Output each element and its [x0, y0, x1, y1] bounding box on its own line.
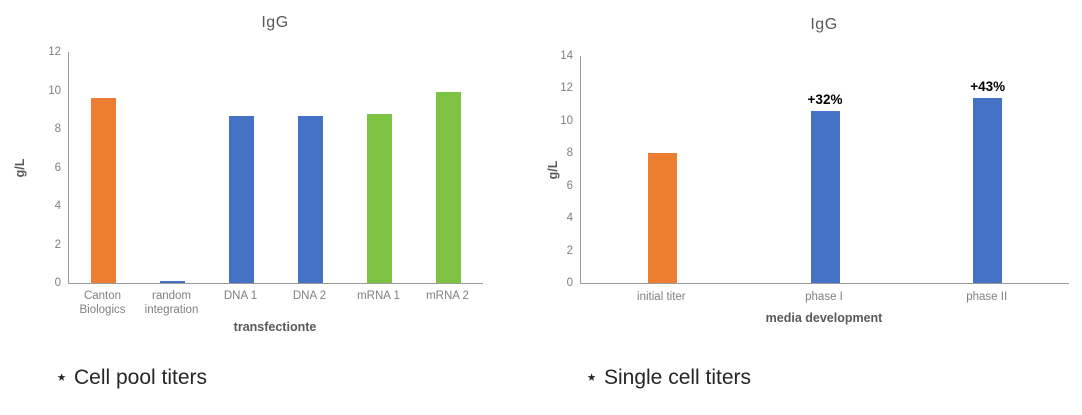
x-tick-label: Canton Biologics [79, 290, 126, 316]
single-cell-footnote: ⋆ Single cell titers [585, 366, 752, 389]
chart-title: IgG [810, 16, 838, 33]
cell-pool-footnote: ⋆ Cell pool titers [55, 366, 208, 389]
bar-annotation: +32% [807, 92, 843, 108]
x-tick-label: mRNA 2 [426, 290, 469, 302]
bar [298, 115, 323, 283]
single-cell-titers-chart: IgG g/L 0 2 4 6 8 10 12 14 +32% +43% initial tit… [540, 0, 1082, 350]
bar [91, 98, 116, 283]
y-tick-label: 8 [566, 147, 573, 160]
y-tick-label: 4 [54, 200, 61, 213]
bar-slot [581, 56, 744, 283]
chart-title: IgG [261, 14, 289, 31]
bar-slot [276, 52, 345, 283]
y-tick-label: 2 [54, 238, 61, 251]
bar [229, 115, 254, 283]
x-tick-label: initial titer [637, 291, 686, 303]
bar-slot: +32% [744, 56, 907, 283]
bar: +43% [970, 79, 1005, 283]
bar [647, 153, 677, 283]
y-tick-label: 8 [54, 123, 61, 136]
bar-series [69, 52, 483, 283]
x-tick-label: DNA 2 [292, 290, 327, 302]
x-tick-label: phase II [966, 291, 1008, 303]
y-tick-label: 6 [54, 161, 61, 174]
x-tick-label: phase I [805, 291, 843, 303]
y-tick-label: 2 [566, 244, 573, 257]
y-axis-label: g/L [13, 158, 27, 178]
y-tick-label: 4 [566, 212, 573, 225]
y-tick-label: 12 [560, 82, 573, 95]
bar-slot [138, 52, 207, 283]
plot-area: 0 2 4 6 8 10 12 14 +32% +43% [560, 50, 1069, 289]
y-tick-label: 14 [560, 50, 573, 62]
x-tick-label: random integration [144, 290, 199, 316]
x-axis-category-labels: initial titer phase I phase II [580, 291, 1068, 305]
bar [367, 113, 392, 283]
bar-slot [69, 52, 138, 283]
plot-area: 0 2 4 6 8 10 12 [48, 46, 483, 289]
x-tick-label: DNA 1 [223, 290, 258, 302]
y-tick-label: 0 [566, 277, 573, 289]
bar-annotation: +43% [970, 79, 1006, 95]
x-axis-label: media development [765, 311, 883, 325]
bar-slot: +43% [906, 56, 1069, 283]
y-tick-label: 10 [560, 114, 573, 127]
bar-slot [207, 52, 276, 283]
bar-series: +32% +43% [581, 56, 1069, 283]
cell-pool-titers-chart: IgG g/L 0 2 4 6 8 10 12 Canton Biologics random… [0, 0, 540, 350]
y-tick-label: 10 [48, 84, 61, 97]
bar-slot [414, 52, 483, 283]
bar [160, 281, 185, 283]
x-tick-label: mRNA 1 [357, 290, 400, 302]
x-axis-label: transfectionte [233, 320, 317, 334]
x-axis-category-labels: Canton Biologics random integration DNA 1 D… [68, 290, 482, 318]
y-tick-label: 0 [54, 277, 61, 289]
bar-slot [345, 52, 414, 283]
bar: +32% [808, 92, 842, 283]
bar [436, 92, 461, 283]
y-tick-label: 12 [48, 46, 61, 58]
y-tick-label: 6 [566, 179, 573, 192]
